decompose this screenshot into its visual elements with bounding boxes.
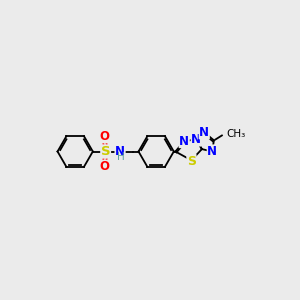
Text: S: S [187, 154, 196, 168]
Text: N: N [199, 126, 209, 139]
Text: H: H [117, 152, 125, 162]
Text: S: S [101, 145, 110, 158]
Text: N: N [191, 133, 201, 146]
Text: N: N [179, 135, 189, 148]
Text: N: N [207, 145, 217, 158]
Text: O: O [100, 160, 110, 173]
Text: CH₃: CH₃ [227, 129, 246, 139]
Text: N: N [115, 145, 125, 158]
Text: O: O [100, 130, 110, 143]
